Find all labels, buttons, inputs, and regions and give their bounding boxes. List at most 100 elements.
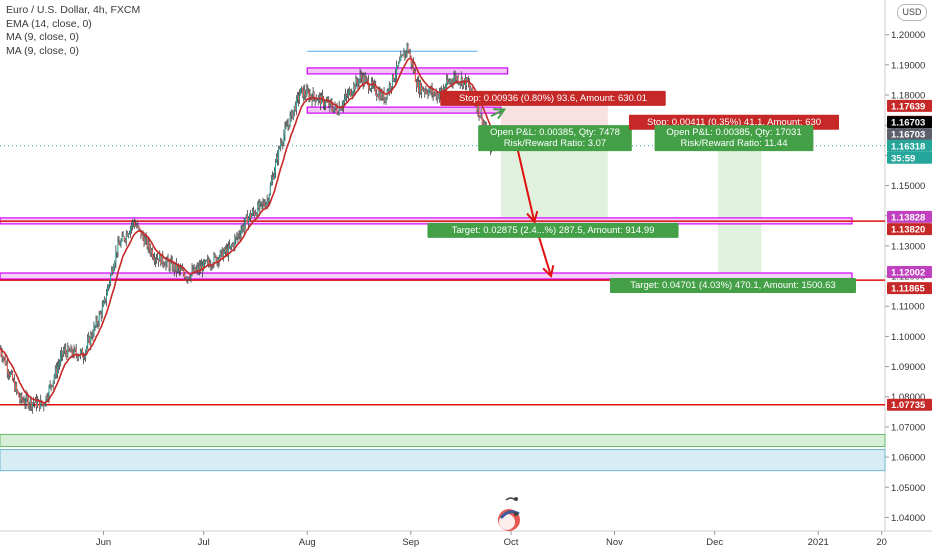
candle-body (125, 233, 127, 241)
candle-body (351, 94, 353, 96)
candle-body (440, 88, 442, 90)
candle-body (422, 86, 424, 91)
candle-body (52, 380, 54, 386)
ma-indicator-label-1[interactable]: MA (9, close, 0) (6, 31, 79, 43)
position-2-pnl-label-text: Risk/Reward Ratio: 11.44 (680, 138, 787, 149)
candle-body (283, 134, 285, 143)
candle-body (39, 399, 41, 408)
candle-body (376, 93, 378, 96)
candle-body (188, 277, 190, 279)
candle-body (411, 63, 413, 65)
candle-body (272, 176, 274, 179)
candle-body (324, 104, 326, 106)
candle-body (54, 368, 56, 377)
candle-body (267, 200, 269, 202)
ema-indicator-label[interactable]: EMA (14, close, 0) (6, 17, 92, 30)
candle-body (434, 92, 436, 94)
candle-body (335, 105, 337, 109)
candle-body (379, 92, 381, 100)
candle-body (169, 262, 171, 269)
candle-body (281, 143, 283, 145)
candle-body (204, 261, 206, 263)
candle-body (164, 265, 166, 267)
position-2-stop-label-text: Stop: 0.00411 (0.35%) 41.1, Amount: 630 (647, 117, 821, 128)
candle-body (12, 372, 14, 381)
candle-body (76, 354, 78, 358)
candle-body (128, 232, 130, 234)
candle-body (369, 88, 371, 90)
candle-body (348, 91, 350, 96)
candle-body (198, 265, 200, 271)
candle-body (219, 251, 221, 258)
candle-body (398, 62, 400, 67)
candle-body (470, 88, 472, 92)
candle-body (143, 237, 145, 245)
arrow-shaft-0 (490, 108, 505, 118)
candle-body (447, 79, 449, 84)
candle-body (264, 205, 266, 207)
candle-body (199, 265, 201, 270)
y-tick-label: 1.19000 (891, 60, 925, 71)
candle-body (134, 222, 136, 227)
price-label-7: 1.13820 (887, 223, 932, 236)
candle-body (119, 244, 121, 246)
candle-body (287, 124, 289, 127)
candle-body (103, 298, 105, 303)
candle-body (299, 95, 301, 100)
candle-body (380, 92, 382, 100)
candle-body (365, 78, 367, 79)
candle-body (193, 267, 195, 273)
price-label-text: 1.13820 (891, 225, 925, 236)
position-2-pnl-label-bg (654, 125, 814, 152)
candle-body (425, 90, 427, 92)
symbol-title: Euro / U.S. Dollar, 4h, FXCM (6, 4, 141, 16)
candle-body (356, 79, 358, 83)
position-1-target-label-text: Target: 0.02875 (2.4...%) 287.5, Amount:… (452, 225, 655, 236)
candle-body (252, 211, 254, 215)
candle-body (7, 371, 9, 374)
currency-button[interactable]: USD (897, 4, 927, 21)
price-label-6: 1.13828 (887, 210, 932, 223)
candle-body (40, 400, 42, 408)
candle-body (161, 254, 163, 265)
candle-body (344, 95, 346, 100)
candle-body (29, 399, 31, 405)
candle-body (132, 221, 134, 226)
candle-body (166, 258, 168, 262)
position-2-pnl-label: Open P&L: 0.00385, Qty: 17031Risk/Reward… (654, 125, 814, 152)
candle-body (446, 79, 448, 88)
candle-body (144, 238, 146, 245)
candle-body (333, 108, 335, 112)
candle-body (153, 258, 155, 261)
candle-body (352, 92, 354, 95)
candle-body (306, 89, 308, 97)
candle-body (426, 90, 428, 94)
candle-body (309, 94, 311, 99)
candle-body (88, 337, 90, 341)
candle-body (173, 263, 175, 271)
candle-body (455, 75, 457, 81)
candle-body (113, 267, 115, 273)
ma-indicator-label-2[interactable]: MA (9, close, 0) (6, 44, 79, 57)
candle-body (269, 185, 271, 195)
y-tick-label: 1.06000 (891, 453, 925, 464)
candle-body (110, 275, 112, 283)
candle-body (453, 77, 455, 83)
candle-body (254, 212, 256, 215)
candle-body (158, 258, 160, 262)
candle-body (400, 56, 402, 61)
candle-body (458, 82, 460, 84)
candle-body (66, 352, 68, 357)
candle-body (223, 248, 225, 253)
candle-body (157, 258, 159, 260)
candle-body (87, 340, 89, 348)
candle-body (26, 395, 28, 399)
x-tick-label: 20 (876, 537, 887, 548)
candle-body (30, 399, 32, 408)
candle-body (98, 314, 100, 324)
candle-body (258, 204, 260, 209)
candle-body (42, 404, 44, 405)
candle-body (240, 230, 242, 236)
candle-body (9, 373, 11, 376)
